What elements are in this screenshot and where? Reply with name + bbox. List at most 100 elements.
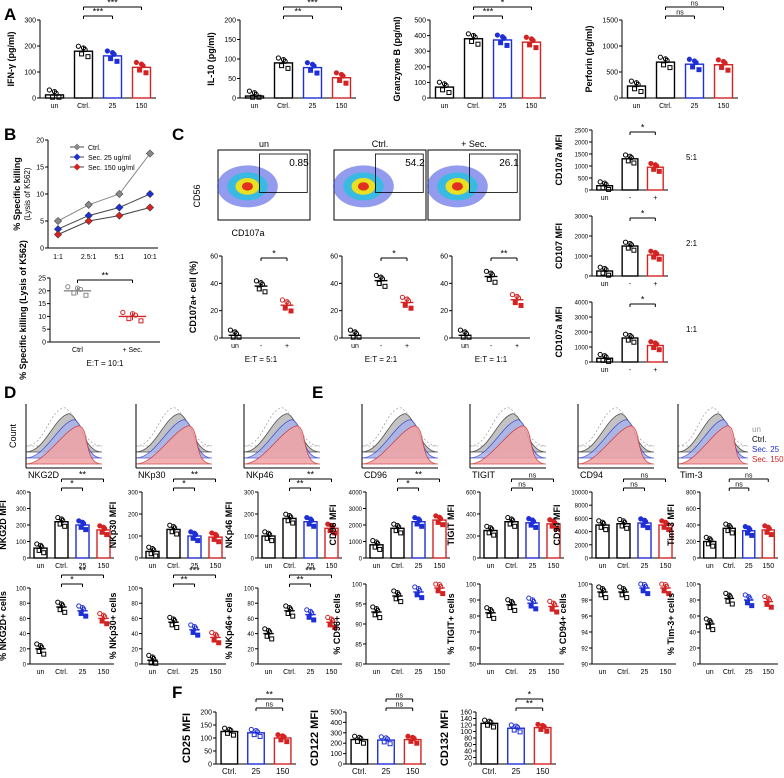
cd122-sig-label: ns — [396, 693, 404, 700]
pcd94-x-tick-label: 150 — [660, 669, 672, 676]
nkp46-dot — [264, 535, 270, 541]
hist-cd96-label: CD96 — [364, 470, 387, 480]
mfi51-x-tick-label: un — [601, 195, 609, 202]
pnkp30-dot — [212, 631, 219, 637]
prf-dot — [638, 89, 644, 94]
tigit-y-tick-label: 600 — [466, 491, 477, 497]
mfi11-dot — [625, 337, 631, 343]
cd132-y-tick-label: 0 — [468, 762, 472, 769]
nkp30-dot — [191, 530, 198, 536]
tigit-sig-label: ns — [529, 473, 537, 480]
killing-et10-sig-label: ** — [101, 271, 109, 281]
pnkp46-dot — [328, 616, 335, 622]
tigit-x-tick-label: 25 — [529, 563, 537, 570]
pnkp46-dot — [265, 627, 272, 634]
cd94-x-tick-label: Ctrl. — [617, 563, 630, 570]
nkp46-y-tick-label: 200 — [244, 513, 255, 519]
cd107a-21-dot — [350, 334, 356, 340]
cd132-y-tick-label: 160 — [460, 710, 472, 717]
mfi21-dot — [652, 249, 658, 256]
cd94-dot — [620, 518, 627, 524]
mfi51-dot — [648, 160, 654, 167]
ifn-dot — [56, 94, 62, 100]
pnkg2d-sig-label: * — [70, 575, 74, 585]
cd94-dot — [619, 523, 625, 529]
tigit-x-tick-label: 150 — [548, 563, 560, 570]
gzb-y-tick-label: 300 — [414, 49, 426, 56]
ifn-y-tick-label: 100 — [24, 70, 36, 77]
mfi51-dot — [625, 158, 631, 164]
mfi21-y-tick-label: 2000 — [575, 235, 589, 241]
mfi21-y-label: CD107 MFI — [554, 223, 564, 269]
killing-point — [115, 211, 124, 220]
pcd96-dot — [435, 588, 441, 594]
cd122-dot — [383, 735, 389, 741]
il10-dot — [275, 55, 281, 61]
cd122-dot — [414, 740, 420, 746]
il10-dot — [333, 70, 339, 76]
pnkg2d-y-tick-label: 60 — [19, 617, 26, 623]
chart-prf: 0 500 1000 1500 Perforin (pg/ml) un Ctrl. 25 150… — [584, 1, 738, 110]
mfi51-dot — [606, 186, 612, 192]
gzb-y-tick-label: 400 — [414, 33, 426, 40]
chart-mfi51: 0 500 1000 1500 2000 2500 CD107a MFI un - + * 5:1 — [554, 123, 698, 203]
killing-point — [145, 203, 155, 212]
cd107a-11-y-tick-label: 40 — [440, 281, 448, 288]
mfi51-sig-label: * — [641, 123, 645, 133]
cd107a-21-x-label: E:T = 2:1 — [365, 355, 398, 364]
nkg2d-dot — [36, 547, 42, 553]
ifn-dot — [104, 48, 110, 54]
mfi51-dot — [628, 154, 634, 161]
tigit-dot — [510, 517, 516, 523]
cd132-dot — [544, 728, 550, 734]
pnkp30-y-tick-label: 100 — [128, 587, 139, 593]
nkp46-dot — [311, 523, 317, 529]
cd122-x-tick-label: Ctrl. — [352, 767, 367, 776]
nkg2d-dot — [37, 542, 44, 548]
pnkp30-y-tick-label: 0 — [135, 663, 139, 669]
chart-gzb: 0 100 200 300 400 500 Granzyme B (pg/ml) un Ctrl… — [392, 0, 546, 110]
cd94-sig-label: ns — [630, 482, 638, 489]
killing-x-tick-label: 10:1 — [143, 254, 157, 261]
ptim3-dot — [710, 627, 716, 633]
cd96-dot — [414, 521, 420, 527]
nkp30-x-tick-label: un — [149, 563, 157, 570]
nkp30-dot — [172, 525, 178, 531]
flow-title: Ctrl. — [372, 139, 389, 149]
nkg2d-dot — [100, 524, 107, 530]
gzb-dot — [441, 81, 448, 87]
cd107a-51-y-tick-label: 20 — [210, 308, 218, 315]
il10-x-tick-label: 25 — [309, 103, 317, 110]
pnkg2d-x-tick-label: 25 — [79, 669, 87, 676]
pcd96-y-tick-label: 95 — [355, 603, 362, 609]
nkg2d-x-tick-label: 150 — [98, 563, 110, 570]
nkp30-dot — [170, 524, 177, 530]
cd25-dot — [248, 726, 254, 733]
cd96-sig-label: ** — [415, 470, 423, 480]
mfi11-dot — [631, 339, 637, 345]
gzb-dot — [498, 40, 504, 46]
cd132-y-tick-label: 60 — [464, 742, 472, 749]
il10-dot — [246, 88, 252, 94]
killing-point — [145, 189, 155, 199]
mfi11-y-tick-label: 4000 — [575, 301, 589, 307]
ptim3-dot — [764, 601, 770, 607]
ifn-dot — [143, 70, 149, 76]
cd94-y-tick-label: 0 — [585, 557, 589, 563]
pnkp30-y-label: % NKp30+ cells — [108, 593, 118, 660]
ptim3-dot — [744, 600, 750, 606]
gzb-dot — [494, 32, 500, 38]
gzb-y-label: Granzyme B (pg/ml) — [392, 16, 402, 101]
ptigit-x-tick-label: 150 — [548, 669, 560, 676]
chart-pcd94: 90 92 94 96 98 100 % CD94+ cells un Ctrl. 25 150 — [558, 581, 676, 676]
ptigit-y-tick-label: 100 — [466, 583, 477, 589]
hist-tim3-curve — [677, 425, 749, 465]
ptigit-y-tick-label: 90 — [469, 599, 476, 605]
cd132-dot — [482, 717, 488, 723]
cd122-y-tick-label: 100 — [330, 751, 342, 758]
gzb-dot — [465, 31, 471, 37]
pcd96-y-tick-label: 90 — [355, 623, 362, 629]
mfi51-y-tick-label: 1000 — [575, 165, 589, 171]
cd107a-11-dot — [514, 293, 520, 299]
